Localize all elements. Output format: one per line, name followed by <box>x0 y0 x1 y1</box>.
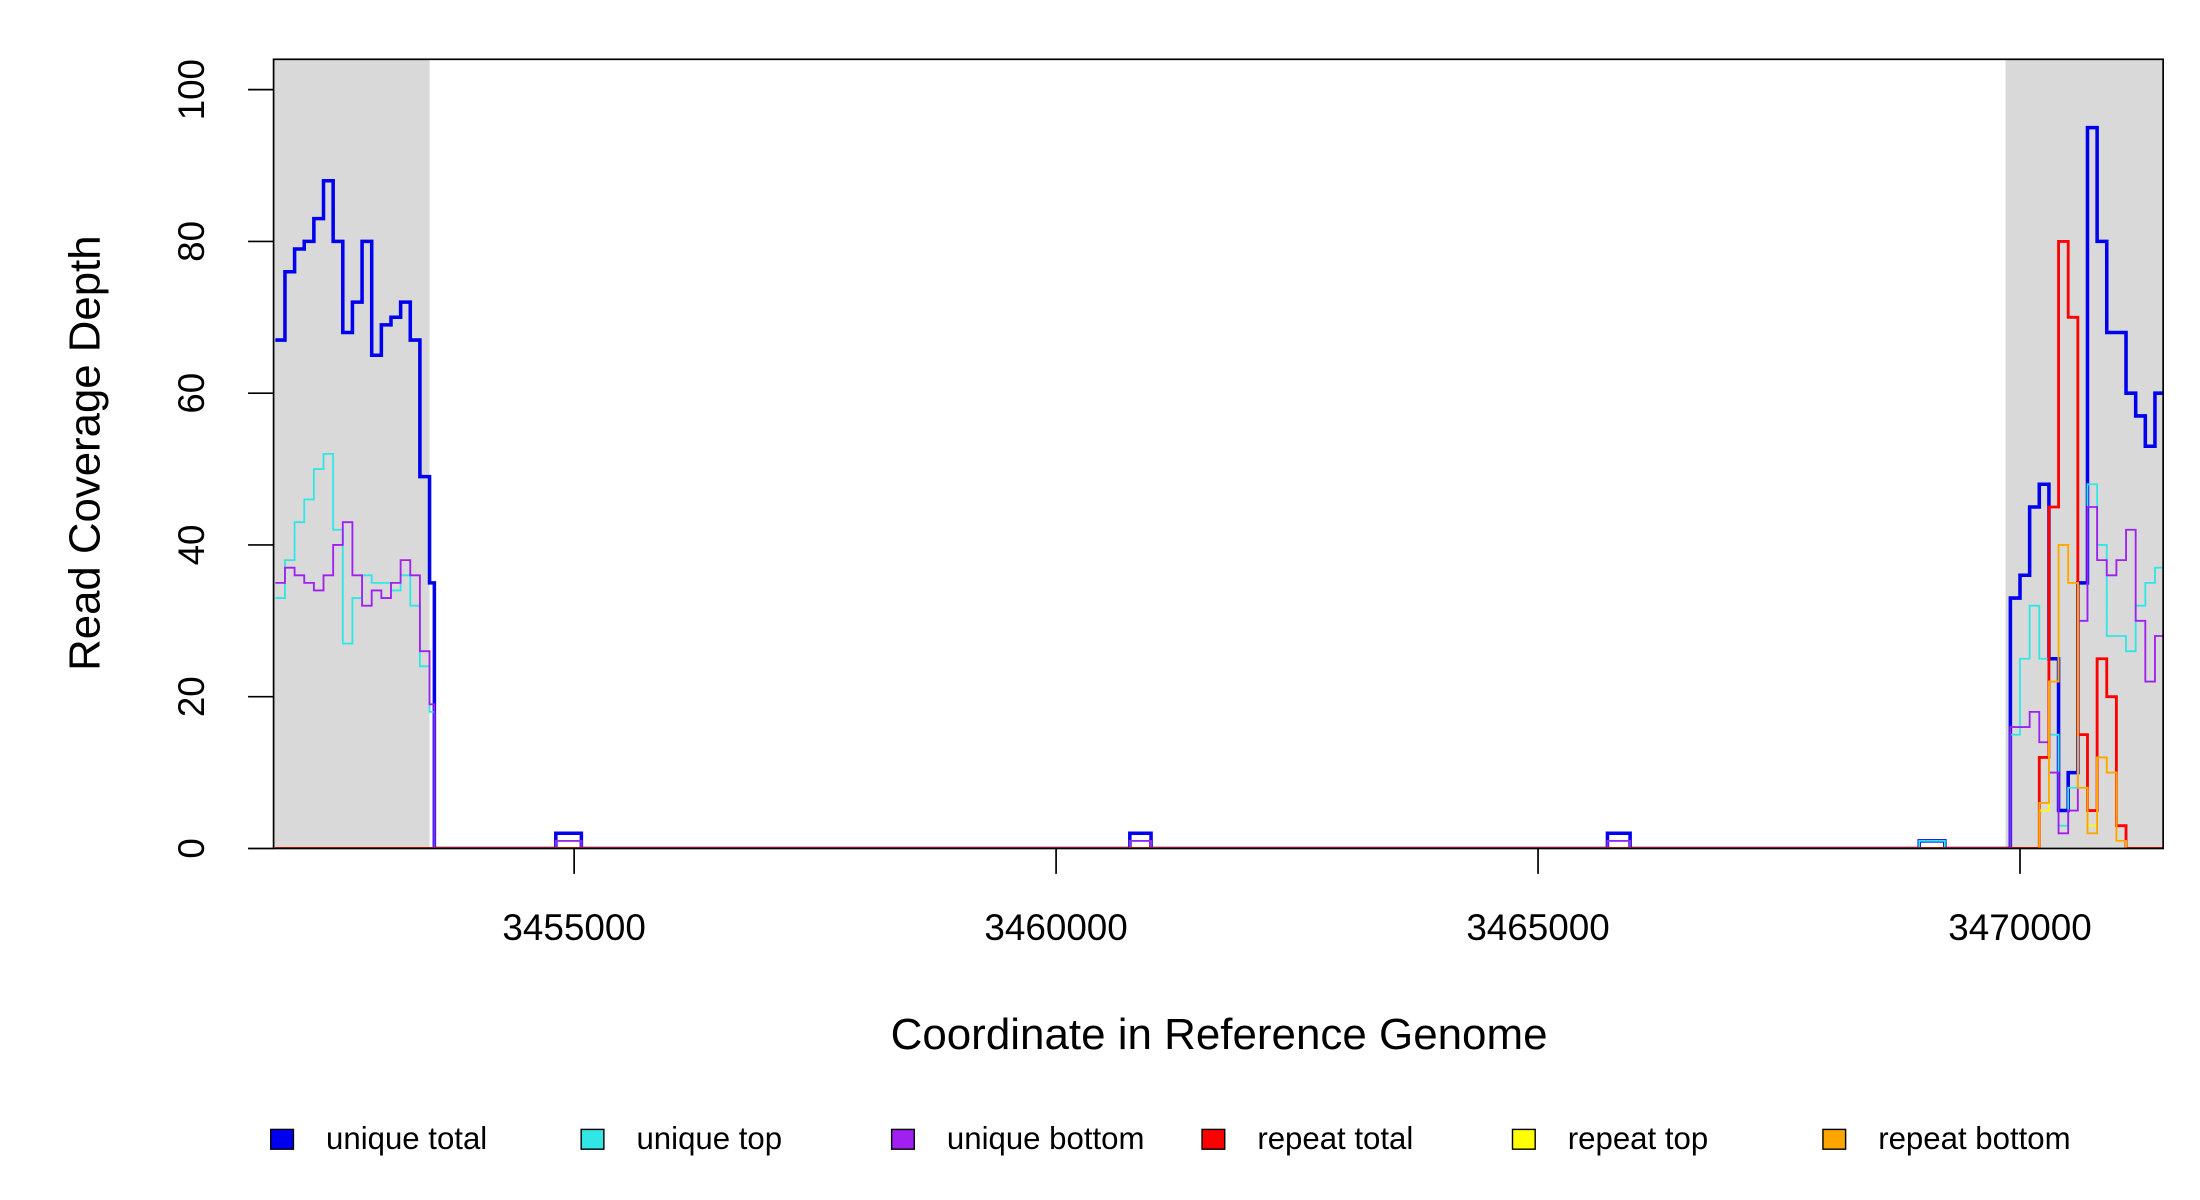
y-tick-label: 0 <box>171 838 212 858</box>
y-tick-label: 80 <box>171 221 212 262</box>
legend-label: repeat bottom <box>1878 1121 2070 1156</box>
coverage-line <box>275 125 2164 849</box>
y-tick-label: 60 <box>171 373 212 414</box>
x-tick-label: 3460000 <box>984 907 1127 948</box>
legend-swatch <box>890 1128 916 1150</box>
x-tick-label: 3455000 <box>502 907 645 948</box>
y-tick-label: 20 <box>171 676 212 717</box>
legend-label: unique top <box>636 1121 782 1156</box>
legend-label: repeat total <box>1257 1121 1413 1156</box>
y-axis-title: Read Coverage Depth <box>60 235 109 670</box>
legend-label: repeat top <box>1568 1121 1708 1156</box>
coverage-line <box>275 544 2164 849</box>
legend-swatch <box>270 1128 295 1150</box>
y-tick-label: 100 <box>171 59 212 120</box>
coverage-line <box>275 452 2164 849</box>
x-axis-title: Coordinate in Reference Genome <box>891 1010 1548 1059</box>
coverage-line <box>275 240 2164 849</box>
x-tick-label: 3470000 <box>1948 907 2091 948</box>
legend-swatch <box>1822 1128 1847 1150</box>
legend-swatch <box>1511 1128 1536 1150</box>
highlight-region <box>2005 59 2164 849</box>
legend-swatch <box>580 1128 605 1150</box>
legend-label: unique bottom <box>947 1121 1145 1156</box>
coverage-line <box>275 544 2164 849</box>
coverage-line <box>275 506 2164 849</box>
plot-frame <box>272 58 2164 850</box>
legend-label: unique total <box>326 1121 487 1156</box>
y-tick-label: 40 <box>171 525 212 566</box>
x-tick-label: 3465000 <box>1466 907 1609 948</box>
highlight-region <box>273 59 430 849</box>
legend-swatch <box>1201 1128 1226 1150</box>
